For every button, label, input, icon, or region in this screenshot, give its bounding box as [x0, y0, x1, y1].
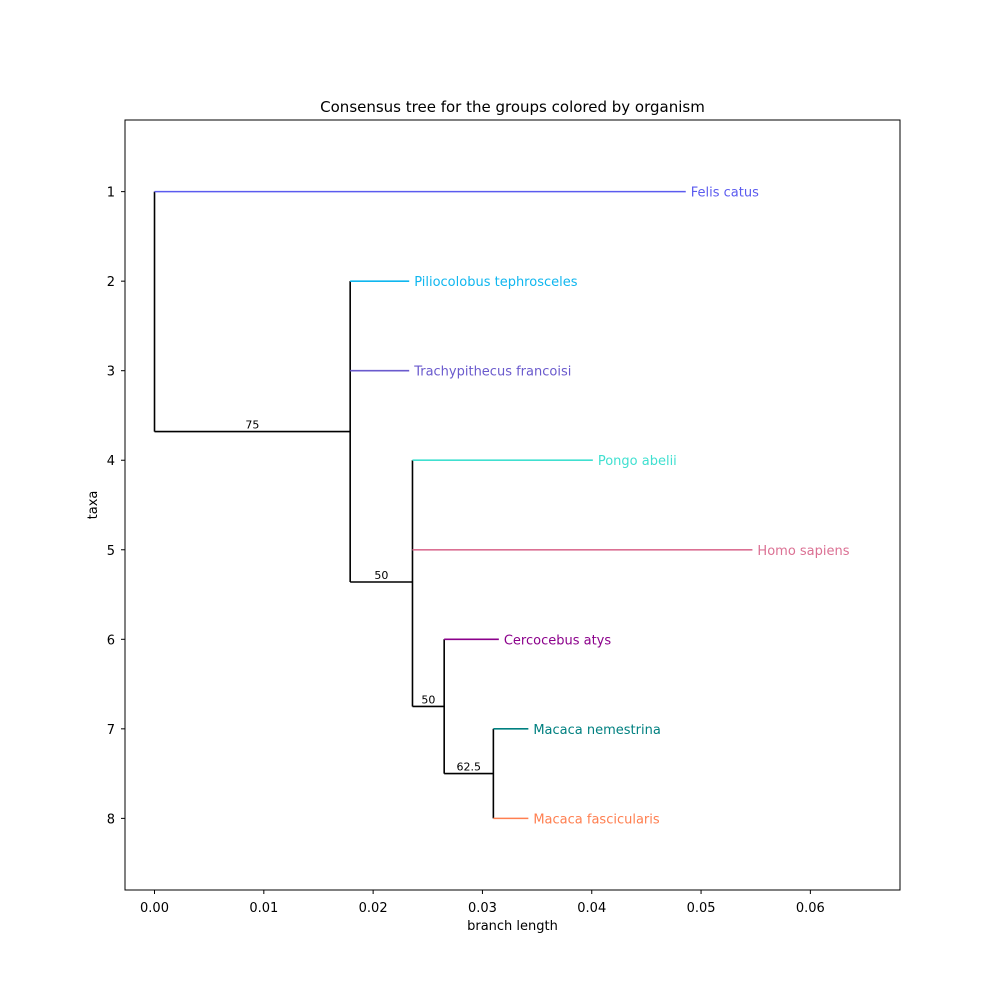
support-label: 50	[374, 569, 388, 582]
x-axis-ticks: 0.00 0.01 0.02 0.03 0.04 0.05 0.06	[140, 890, 825, 916]
support-label: 50	[421, 693, 435, 706]
x-tick-label: 0.04	[577, 901, 606, 916]
y-tick-label: 8	[107, 812, 115, 827]
leaf-label: Pongo abelii	[598, 454, 677, 469]
x-tick-label: 0.00	[140, 901, 169, 916]
y-tick-label: 3	[107, 365, 115, 380]
axes-frame	[124, 119, 901, 891]
x-tick-label: 0.01	[249, 901, 278, 916]
leaf-label: Macaca fascicularis	[533, 812, 660, 827]
support-label: 62.5	[457, 761, 482, 774]
leaf-label: Homo sapiens	[757, 544, 849, 559]
y-axis-label: taxa	[86, 491, 101, 520]
x-tick-label: 0.02	[359, 901, 388, 916]
y-tick-label: 6	[107, 633, 115, 648]
y-axis-ticks: 1 2 3 4 5 6 7 8	[107, 186, 125, 827]
y-tick-label: 7	[107, 723, 115, 738]
leaf-label: Cercocebus atys	[504, 633, 612, 648]
x-axis-label: branch length	[467, 919, 558, 934]
plot-area: 75 50 50 62.5 Felis catus Piliocolobus tephro…	[153, 186, 850, 827]
y-tick-label: 4	[107, 454, 115, 469]
x-tick-label: 0.03	[468, 901, 497, 916]
x-tick-label: 0.05	[687, 901, 716, 916]
y-tick-label: 5	[107, 544, 115, 559]
leaf-label: Trachypithecus francoisi	[413, 365, 571, 380]
x-tick-label: 0.06	[796, 901, 825, 916]
y-tick-label: 1	[107, 186, 115, 201]
leaf-label: Piliocolobus tephrosceles	[414, 275, 578, 290]
leaf-label: Macaca nemestrina	[533, 723, 660, 738]
chart-title: Consensus tree for the groups colored by…	[320, 98, 705, 116]
leaf-label: Felis catus	[691, 186, 759, 201]
support-label: 75	[245, 419, 259, 432]
y-tick-label: 2	[107, 275, 115, 290]
